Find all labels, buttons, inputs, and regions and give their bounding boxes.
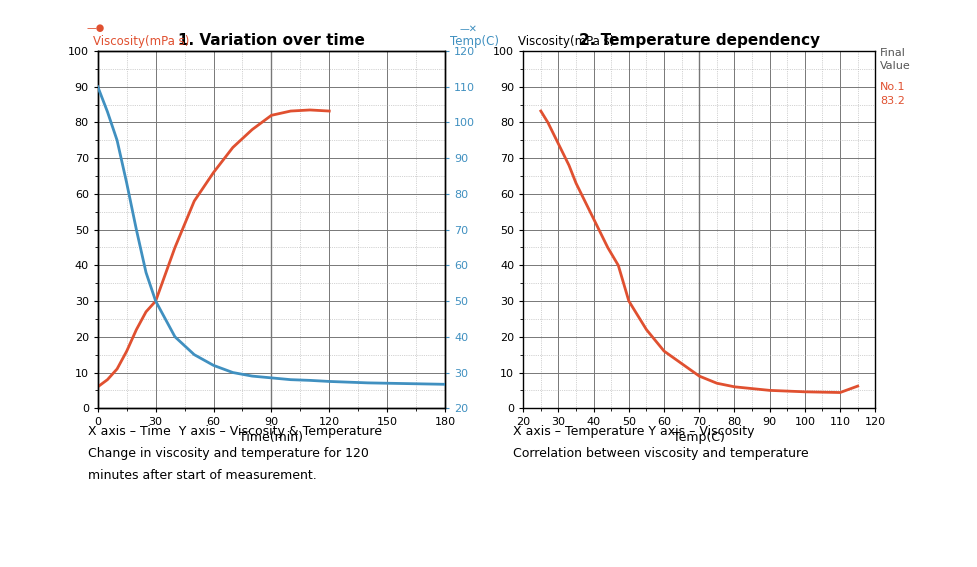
Text: No.1
83.2: No.1 83.2 xyxy=(879,82,905,106)
Text: 1. Variation over time: 1. Variation over time xyxy=(178,33,364,48)
Text: Temp(C): Temp(C) xyxy=(449,35,498,48)
Text: X axis – Temperature Y axis – Viscosity
Correlation between viscosity and temper: X axis – Temperature Y axis – Viscosity … xyxy=(513,425,808,460)
Text: Viscosity(mPa s): Viscosity(mPa s) xyxy=(518,35,615,48)
Text: Final
Value: Final Value xyxy=(879,48,910,71)
Text: —●: —● xyxy=(86,23,105,33)
Text: X axis – Time  Y axis – Viscosity & Temperature
Change in viscosity and temperat: X axis – Time Y axis – Viscosity & Tempe… xyxy=(88,425,382,483)
Text: —✕: —✕ xyxy=(459,23,477,33)
X-axis label: Temp(C): Temp(C) xyxy=(672,431,725,445)
X-axis label: Time(min): Time(min) xyxy=(239,431,303,445)
Text: Viscosity(mPa s): Viscosity(mPa s) xyxy=(93,35,190,48)
Text: 2. Temperature dependency: 2. Temperature dependency xyxy=(578,33,819,48)
